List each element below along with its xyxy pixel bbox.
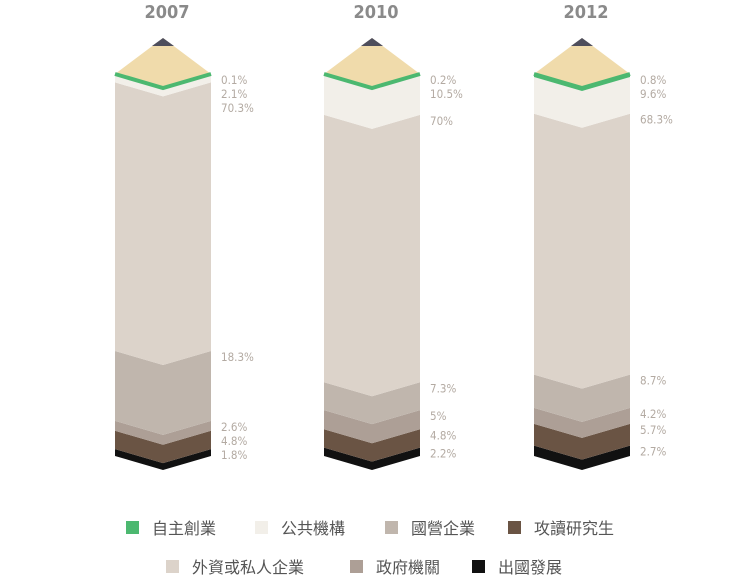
bar---2007 (115, 449, 211, 470)
legend-label-self-employed: 自主創業 (152, 519, 217, 538)
value-label---2010: 2.2% (430, 447, 456, 461)
value-label---2010: 10.5% (430, 87, 463, 101)
legend-label-state-enterprise: 國營企業 (411, 519, 476, 538)
bar---2012 (534, 113, 630, 389)
bar---2010 (324, 382, 420, 425)
value-label---2012: 5.7% (640, 423, 666, 437)
legend-swatch-self-employed (126, 520, 139, 534)
bar---2012 (534, 374, 630, 422)
bar---2012 (534, 423, 630, 460)
bar---2007 (115, 430, 211, 464)
bar---2010 (324, 74, 420, 129)
bar---2010 (324, 447, 420, 470)
bar---2012 (534, 445, 630, 470)
bar---2012 (534, 74, 630, 92)
pencil-tip-2012 (534, 38, 630, 88)
legend-swatch-public-institution (255, 520, 268, 534)
legend-label-study-abroad: 出國發展 (498, 558, 563, 577)
value-label---2010: 7.3% (430, 381, 456, 395)
value-label---2010: 4.8% (430, 428, 456, 442)
value-label---2007: 2.6% (221, 420, 247, 434)
year-label-2007: 2007 (144, 2, 189, 23)
bar---2010 (324, 114, 420, 397)
bar-top-band-2007 (114, 72, 212, 91)
bar---2012 (534, 407, 630, 438)
legend-item-state-enterprise: 國營企業 (385, 516, 475, 538)
value-label---2012: 9.6% (640, 87, 666, 101)
bar---2007 (115, 350, 211, 435)
value-label---2012: 4.2% (640, 407, 666, 421)
legend-label-government: 政府機關 (376, 558, 441, 577)
legend-swatch-graduate-study (508, 520, 521, 534)
bar-top-band-2010 (323, 72, 421, 91)
bar---2007 (115, 74, 211, 97)
value-label---2010: 5% (430, 409, 447, 423)
value-label---2012: 8.7% (640, 374, 666, 388)
legend-item-self-employed: 自主創業 (126, 516, 216, 538)
value-label---2012: 68.3% (640, 113, 673, 127)
pencil-tip-2010 (324, 38, 420, 88)
value-label---2007: 70.3% (221, 101, 254, 115)
value-label---2010: 70% (430, 114, 453, 128)
bar---2007 (115, 82, 211, 365)
legend-label-graduate-study: 攻讀研究生 (534, 519, 615, 538)
pencil-lead-2007 (152, 38, 174, 46)
value-label---2007: 18.3% (221, 350, 254, 364)
value-label---2007: 4.8% (221, 434, 247, 448)
pencil-lead-2010 (361, 38, 383, 46)
bar-top-band-2012 (533, 72, 631, 91)
value-label---2007: 0.1% (221, 73, 247, 87)
legend-item-graduate-study: 攻讀研究生 (508, 516, 614, 538)
chart-canvas: 20071.8%4.8%2.6%18.3%70.3%2.1%0.1%20102.… (114, 2, 673, 470)
legend-label-private-enterprise: 外資或私人企業 (192, 558, 305, 577)
year-label-2012: 2012 (563, 2, 608, 23)
year-label-2010: 2010 (353, 2, 398, 23)
legend-item-study-abroad: 出國發展 (472, 555, 562, 577)
legend-item-private-enterprise: 外資或私人企業 (166, 555, 304, 577)
legend-swatch-government (350, 559, 363, 573)
value-label---2007: 1.8% (221, 448, 247, 462)
legend-swatch-study-abroad (472, 559, 485, 573)
legend-label-public-institution: 公共機構 (281, 519, 346, 538)
value-label---2012: 0.8% (640, 73, 666, 87)
pencil-tip-2007 (115, 38, 211, 88)
legend-row-2: 外資或私人企業 政府機關 出國發展 (0, 555, 755, 577)
value-label---2007: 2.1% (221, 87, 247, 101)
bar---2010 (324, 410, 420, 444)
legend-swatch-private-enterprise (166, 559, 179, 573)
bar---2012 (534, 77, 630, 128)
value-label---2010: 0.2% (430, 73, 456, 87)
legend-row-1: 自主創業 公共機構 國營企業 攻讀研究生 (0, 516, 755, 538)
legend-item-public-institution: 公共機構 (255, 516, 345, 538)
pencil-lead-2012 (571, 38, 593, 46)
bar---2007 (115, 420, 211, 445)
bar---2010 (324, 429, 420, 462)
legend-item-government: 政府機關 (350, 555, 440, 577)
value-label---2012: 2.7% (640, 445, 666, 459)
legend-swatch-state-enterprise (385, 520, 398, 534)
